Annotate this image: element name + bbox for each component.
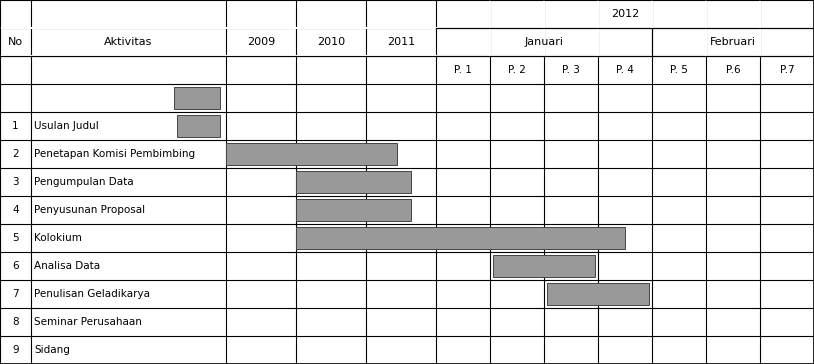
Text: 3: 3 [12, 177, 19, 187]
Text: P. 4: P. 4 [616, 65, 634, 75]
Bar [226, 143, 397, 165]
Text: 4: 4 [12, 205, 19, 215]
Text: 6: 6 [12, 261, 19, 271]
Text: Usulan Judul: Usulan Judul [34, 121, 98, 131]
Bar [296, 199, 411, 221]
Text: 9: 9 [12, 345, 19, 355]
Text: 2: 2 [12, 149, 19, 159]
Text: P.6: P.6 [725, 65, 740, 75]
Bar [547, 283, 650, 305]
Bar [296, 171, 411, 193]
Text: 2012: 2012 [610, 9, 639, 19]
Text: Februari: Februari [710, 37, 756, 47]
Text: Penetapan Komisi Pembimbing: Penetapan Komisi Pembimbing [34, 149, 195, 159]
Text: 1: 1 [12, 121, 19, 131]
Text: Aktivitas: Aktivitas [104, 37, 153, 47]
Text: P. 1: P. 1 [454, 65, 472, 75]
Text: 8: 8 [12, 317, 19, 327]
Text: P.7: P.7 [780, 65, 794, 75]
Bar [296, 228, 625, 249]
Text: Kolokium: Kolokium [34, 233, 82, 243]
Text: P. 5: P. 5 [670, 65, 688, 75]
Bar [492, 256, 595, 277]
Text: Penyusunan Proposal: Penyusunan Proposal [34, 205, 145, 215]
Text: 2010: 2010 [317, 37, 345, 47]
Text: Sidang: Sidang [34, 345, 70, 355]
Bar [177, 115, 221, 136]
Text: Januari: Januari [524, 37, 563, 47]
Text: No: No [8, 37, 23, 47]
Text: Analisa Data: Analisa Data [34, 261, 100, 271]
Text: P. 3: P. 3 [562, 65, 580, 75]
Text: 7: 7 [12, 289, 19, 299]
Text: P. 2: P. 2 [508, 65, 526, 75]
Text: Pengumpulan Data: Pengumpulan Data [34, 177, 133, 187]
Text: 2009: 2009 [247, 37, 275, 47]
Bar [173, 87, 221, 108]
Text: Penulisan Geladikarya: Penulisan Geladikarya [34, 289, 150, 299]
Text: 2011: 2011 [387, 37, 415, 47]
Text: Seminar Perusahaan: Seminar Perusahaan [34, 317, 142, 327]
Text: 5: 5 [12, 233, 19, 243]
